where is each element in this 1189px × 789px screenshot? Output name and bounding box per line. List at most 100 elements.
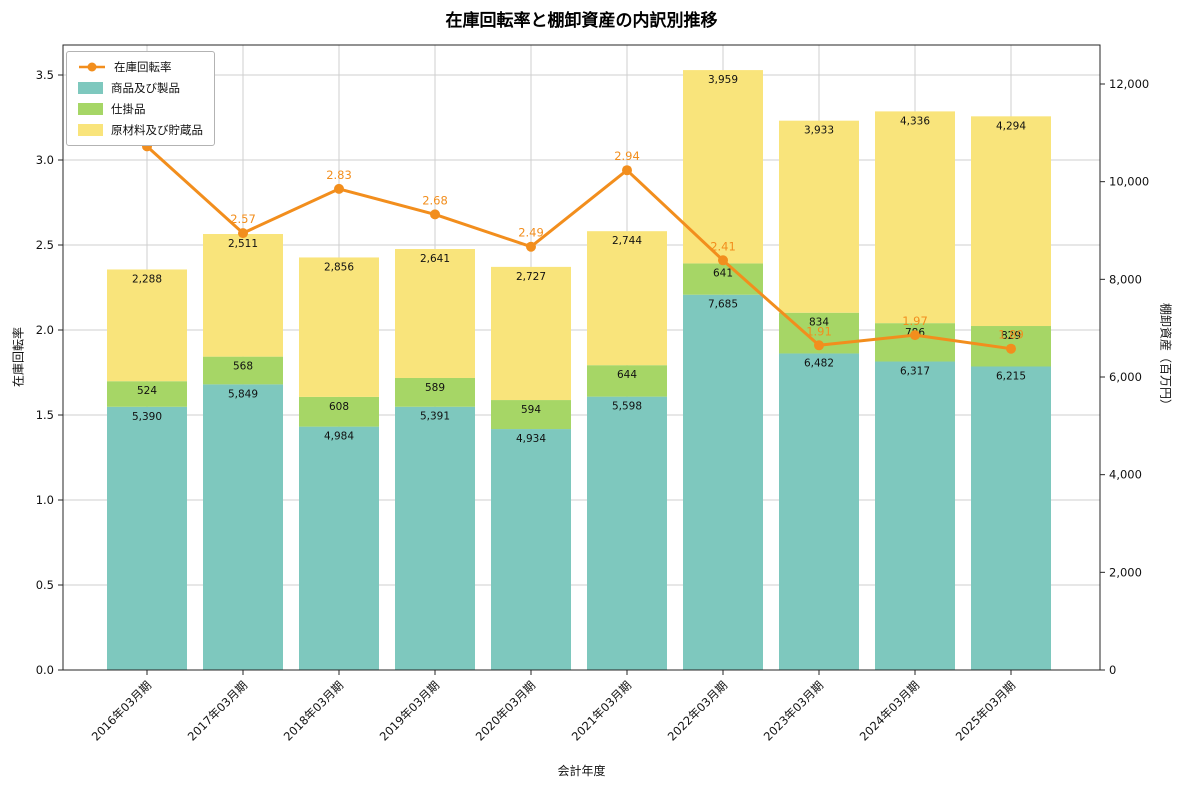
y-axis-label-left: 在庫回転率: [11, 326, 26, 388]
legend-swatch-raw-materials: [78, 124, 103, 136]
bar-value-label: 4,934: [516, 433, 546, 445]
bar-value-label: 4,984: [324, 431, 354, 443]
bar-value-label: 2,511: [228, 238, 258, 250]
bar-value-label: 4,294: [996, 120, 1026, 132]
bar-segment: [779, 353, 859, 670]
bar-value-label: 3,933: [804, 125, 834, 137]
bar-segment: [203, 384, 283, 670]
legend-item-turnover: 在庫回転率: [78, 59, 203, 75]
bar-segment: [683, 294, 763, 670]
line-marker: [430, 209, 440, 220]
bar-segment: [203, 234, 283, 357]
x-tick-label: 2019年03月期: [377, 678, 442, 743]
line-value-label: 1.89: [998, 328, 1024, 342]
line-marker: [238, 228, 248, 239]
legend-marker: [87, 62, 97, 72]
bar-segment: [491, 400, 571, 430]
x-tick-label: 2017年03月期: [185, 678, 250, 743]
y-tick-label-left: 0.5: [36, 578, 54, 592]
y-tick-label-right: 10,000: [1109, 175, 1149, 189]
legend-label-products: 商品及び製品: [111, 81, 180, 95]
bar-value-label: 641: [713, 267, 733, 279]
bar-segment: [395, 249, 475, 378]
bar-value-label: 5,390: [132, 411, 162, 423]
line-marker: [526, 241, 536, 252]
bar-value-label: 829: [1001, 330, 1021, 342]
legend-label-turnover: 在庫回転率: [114, 60, 172, 74]
y-tick-label-right: 4,000: [1109, 468, 1142, 482]
line-value-label: 2.57: [230, 212, 256, 226]
line-value-label: 2.41: [710, 239, 736, 253]
bar-value-label: 5,849: [228, 388, 258, 400]
legend-item-products: 商品及び製品: [78, 80, 203, 96]
legend-line-marker-icon: [79, 62, 105, 72]
line-value-label: 1.91: [806, 324, 832, 338]
x-tick-label: 2021年03月期: [569, 678, 634, 743]
legend-item-raw-materials: 原材料及び貯蔵品: [78, 122, 203, 138]
bar-value-label: 4,336: [900, 115, 930, 127]
line-marker: [814, 340, 824, 351]
line-value-label: 2.49: [518, 226, 544, 240]
bar-value-label: 5,391: [420, 411, 450, 423]
bar-segment: [587, 396, 667, 670]
legend-label-raw-materials: 原材料及び貯蔵品: [111, 123, 203, 137]
bar-value-label: 608: [329, 401, 349, 413]
line-value-label: 2.94: [614, 149, 640, 163]
bar-value-label: 644: [617, 369, 637, 381]
legend-swatch-products: [78, 82, 103, 94]
line-marker: [334, 183, 344, 194]
bar-value-label: 6,215: [996, 371, 1026, 383]
bar-value-label: 2,288: [132, 273, 162, 285]
bar-value-labels: 5,390 524 2,288 5,849 568 2,511 4,984 608 2,856 5…: [132, 74, 1026, 445]
bar-segment: [107, 269, 187, 382]
bar-segment: [491, 429, 571, 670]
bar-segment: [587, 231, 667, 366]
y-tick-label-right: 8,000: [1109, 272, 1142, 286]
bar-segment: [395, 406, 475, 670]
y-tick-label-left: 0.0: [36, 663, 54, 677]
bar-value-label: 6,482: [804, 357, 834, 369]
line-value-label: 2.83: [326, 168, 352, 182]
bar-value-label: 834: [809, 317, 829, 329]
line-marker: [910, 330, 920, 341]
bar-segment: [587, 365, 667, 397]
y-tick-label-left: 3.0: [36, 153, 54, 167]
bar-value-label: 2,727: [516, 271, 546, 283]
line-marker: [718, 255, 728, 266]
legend-item-wip: 仕掛品: [78, 101, 203, 117]
line-marker: [622, 165, 632, 176]
turnover-line-group: 3.082.572.832.682.492.942.411.911.971.89: [134, 125, 1024, 354]
legend: 在庫回転率 商品及び製品 仕掛品 原材料及び貯蔵品: [66, 51, 215, 146]
bar-segment: [875, 111, 955, 324]
bar-segment: [683, 263, 763, 295]
x-tick-label: 2023年03月期: [761, 678, 826, 743]
x-tick-label: 2022年03月期: [665, 678, 730, 743]
bar-segment: [299, 257, 379, 397]
x-tick-label: 2024年03月期: [857, 678, 922, 743]
bar-value-label: 594: [521, 404, 541, 416]
bar-segment: [203, 356, 283, 385]
turnover-line: [145, 144, 1013, 351]
legend-label-wip: 仕掛品: [111, 102, 146, 116]
y-tick-label-right: 2,000: [1109, 565, 1142, 579]
bar-value-label: 589: [425, 382, 445, 394]
bar-segment: [299, 426, 379, 670]
bar-segment: [395, 377, 475, 407]
y-tick-label-left: 1.5: [36, 408, 54, 422]
y-tick-label-right: 6,000: [1109, 370, 1142, 384]
bar-segment: [491, 266, 571, 401]
y-axis-label-right: 棚卸資産（百万円）: [1158, 302, 1173, 412]
bar-value-label: 2,641: [420, 253, 450, 265]
x-tick-label: 2016年03月期: [89, 678, 154, 743]
line-marker: [1006, 343, 1016, 354]
plot-border: [62, 44, 1101, 671]
bar-value-label: 5,598: [612, 401, 642, 413]
line-value-label: 1.97: [902, 314, 928, 328]
y-tick-label-left: 2.0: [36, 323, 54, 337]
bar-segment: [875, 323, 955, 362]
chart-title: 在庫回転率と棚卸資産の内訳別推移: [445, 11, 718, 31]
line-value-label: 2.68: [422, 193, 448, 207]
y-tick-label-left: 2.5: [36, 238, 54, 252]
bar-segment: [299, 396, 379, 427]
